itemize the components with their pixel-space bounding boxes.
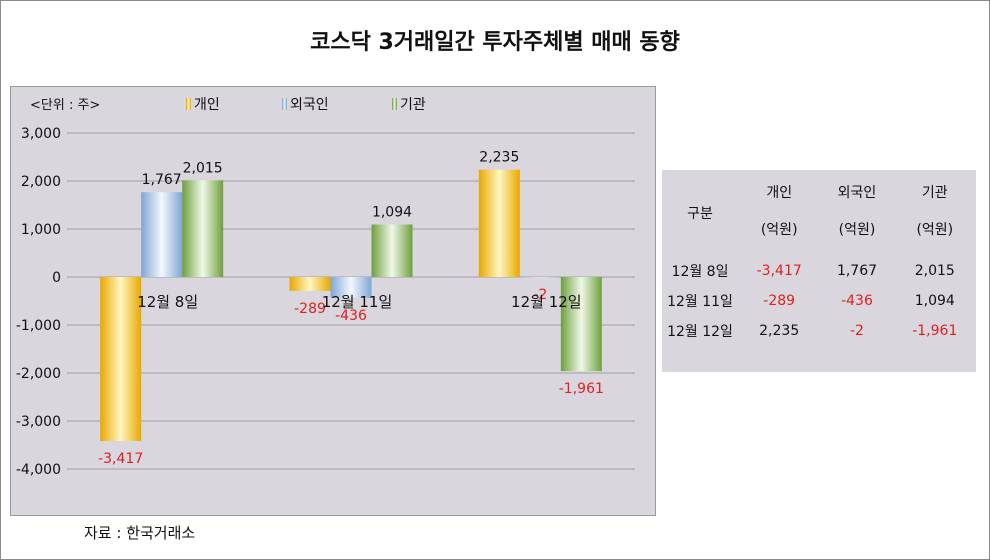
table-cell: 1,094 — [914, 293, 955, 309]
legend-swatch-foreign — [282, 98, 287, 110]
data-label: -1,961 — [559, 381, 604, 397]
source-note: 자료 : 한국거래소 — [84, 524, 196, 542]
y-tick-label: 0 — [52, 270, 61, 286]
x-tick-label: 12월 12일 — [511, 293, 582, 311]
data-label: -3,417 — [98, 451, 143, 467]
unit-label: <단위 : 주> — [30, 98, 101, 113]
table-cell: 2,235 — [759, 323, 800, 339]
legend-label-individual: 개인 — [194, 97, 220, 113]
table-header-foreign: 외국인 — [837, 185, 877, 201]
table-unit-individual: (억원) — [760, 222, 798, 238]
bar-foreign — [519, 277, 561, 278]
table-cell: 2,015 — [914, 263, 955, 279]
table-cell: -436 — [841, 293, 873, 309]
legend-item-institution: 기관 — [392, 94, 426, 114]
table-cell: 1,767 — [836, 263, 878, 279]
y-tick-label: 2,000 — [21, 174, 61, 190]
legend-item-individual: 개인 — [186, 94, 220, 114]
data-label: 1,767 — [142, 172, 182, 188]
y-tick-label: -1,000 — [16, 318, 61, 334]
y-tick-label: -2,000 — [16, 366, 61, 382]
table-cell: -3,417 — [756, 263, 802, 279]
x-tick-label: 12월 11일 — [322, 293, 393, 311]
table-header-individual: 개인 — [766, 185, 793, 201]
legend-swatch-institution — [392, 98, 397, 110]
bar-individual — [289, 277, 331, 291]
table-unit-institution: (억원) — [916, 222, 954, 238]
table-row: 12월 8일 -3,417 1,767 2,015 — [662, 256, 976, 286]
data-label: -2 — [533, 287, 547, 303]
y-tick-label: 1,000 — [21, 222, 61, 238]
bar-foreign — [141, 192, 183, 277]
x-tick-label: 12월 8일 — [137, 293, 198, 311]
data-label: -436 — [335, 308, 367, 324]
y-tick-label: -4,000 — [16, 462, 61, 478]
table-cell: -1,961 — [912, 323, 958, 339]
table-cell: -2 — [850, 323, 864, 339]
bar-institution — [182, 180, 224, 277]
page-title: 코스닥 3거래일간 투자주체별 매매 동향 — [310, 30, 680, 55]
data-label: -289 — [294, 301, 326, 317]
table-row: 12월 11일 -289 -436 1,094 — [662, 286, 976, 316]
bar-institution — [560, 277, 602, 372]
legend-label-foreign: 외국인 — [290, 97, 329, 113]
table-header-institution: 기관 — [921, 185, 948, 201]
data-label: 2,235 — [479, 150, 519, 166]
bar-foreign — [330, 277, 372, 298]
bar-individual — [100, 277, 142, 442]
table-header-category: 구분 — [687, 206, 713, 222]
legend-swatch-individual — [186, 98, 191, 110]
table-cell: -289 — [763, 293, 796, 309]
data-table: 구분 개인 외국인 기관 (억원) (억원) (억원) 12월 8일 -3,41… — [662, 170, 976, 372]
data-label: 1,094 — [372, 204, 412, 220]
y-tick-label: 3,000 — [21, 126, 61, 142]
y-tick-label: -3,000 — [16, 414, 61, 430]
table-row-label: 12월 8일 — [671, 264, 729, 280]
bar-individual — [478, 169, 520, 277]
chart-area: 3,000 2,000 1,000 0 -1,000 -2,000 -3,000 -4,000… — [10, 86, 656, 516]
legend-item-foreign: 외국인 — [282, 94, 329, 114]
table-row: 12월 12일 2,235 -2 -1,961 — [662, 316, 976, 346]
bar-chart: 3,000 2,000 1,000 0 -1,000 -2,000 -3,000 -4,000… — [16, 126, 635, 478]
table-unit-foreign: (억원) — [838, 222, 876, 238]
table-row-label: 12월 11일 — [667, 294, 733, 310]
legend-label-institution: 기관 — [400, 97, 426, 113]
table-row-label: 12월 12일 — [667, 324, 733, 340]
data-label: 2,015 — [183, 160, 223, 176]
bar-institution — [371, 224, 413, 277]
